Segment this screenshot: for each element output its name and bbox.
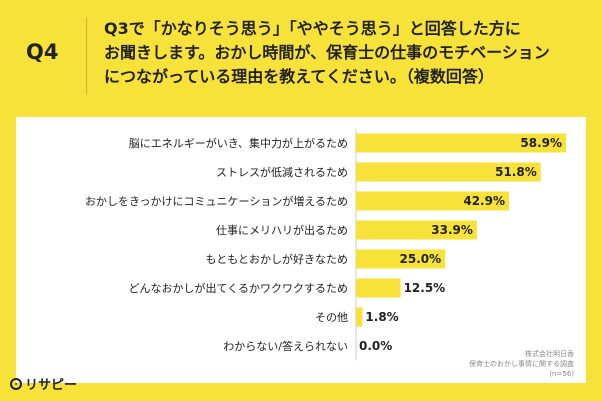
question-text: Q3で「かなりそう思う」「ややそう思う」と回答した方に お聞きします。おかし時間… — [104, 17, 594, 89]
bar — [356, 307, 363, 327]
source-line-2: 保育士のおかし事情に関する調査 — [469, 360, 574, 368]
category-label: どんなおかしが出てくるかワクワクするため — [129, 281, 348, 295]
bar — [356, 191, 510, 211]
header: Q4 Q3で「かなりそう思う」「ややそう思う」と回答した方に お聞きします。おか… — [0, 0, 602, 112]
question-line-3: につながっている理由を教えてください。（複数回答） — [104, 67, 494, 86]
category-label: 仕事にメリハリが出るため — [216, 223, 348, 237]
question-number: Q4 — [26, 40, 59, 64]
category-label: ストレスが低減されるため — [216, 165, 348, 179]
brand-logo: リサピー — [10, 374, 77, 393]
bar-chart: 脳にエネルギーがいき、集中力が上がるため 58.9% ストレスが低減されるため 51.… — [85, 128, 567, 361]
category-label: その他 — [315, 311, 348, 324]
data-label: 0.0% — [359, 339, 392, 353]
data-label: 33.9% — [431, 223, 473, 237]
bar — [356, 249, 446, 269]
question-line-1: Q3で「かなりそう思う」「ややそう思う」と回答した方に — [104, 19, 521, 38]
category-label: もともとおかしが好きなため — [205, 252, 348, 266]
bar — [356, 162, 541, 182]
question-line-2: お聞きします。おかし時間が、保育士の仕事のモチベーション — [104, 43, 550, 62]
logo-text: リサピー — [25, 378, 78, 393]
logo-icon — [10, 377, 22, 390]
source-line-1: 株式会社明日香 — [525, 350, 574, 358]
category-label: わからない/答えられない — [223, 339, 348, 353]
data-label: 58.9% — [520, 136, 562, 150]
data-label: 51.8% — [495, 165, 537, 179]
source-line-3: (n=56) — [549, 370, 574, 378]
category-label: おかしをきっかけにコミュニケーションが増えるため — [85, 194, 348, 208]
data-label: 1.8% — [365, 310, 398, 324]
header-divider — [86, 18, 87, 94]
source-note: 株式会社明日香 保育士のおかし事情に関する調査 (n=56) — [469, 349, 574, 379]
data-label: 25.0% — [400, 252, 442, 266]
bar — [356, 278, 401, 298]
bar — [356, 220, 477, 240]
category-label: 脳にエネルギーがいき、集中力が上がるため — [129, 136, 348, 150]
bar — [356, 133, 567, 153]
data-label: 42.9% — [463, 194, 505, 208]
data-label: 12.5% — [404, 281, 446, 295]
chart-card: 脳にエネルギーがいき、集中力が上がるため 58.9% ストレスが低減されるため 51.… — [16, 117, 586, 383]
